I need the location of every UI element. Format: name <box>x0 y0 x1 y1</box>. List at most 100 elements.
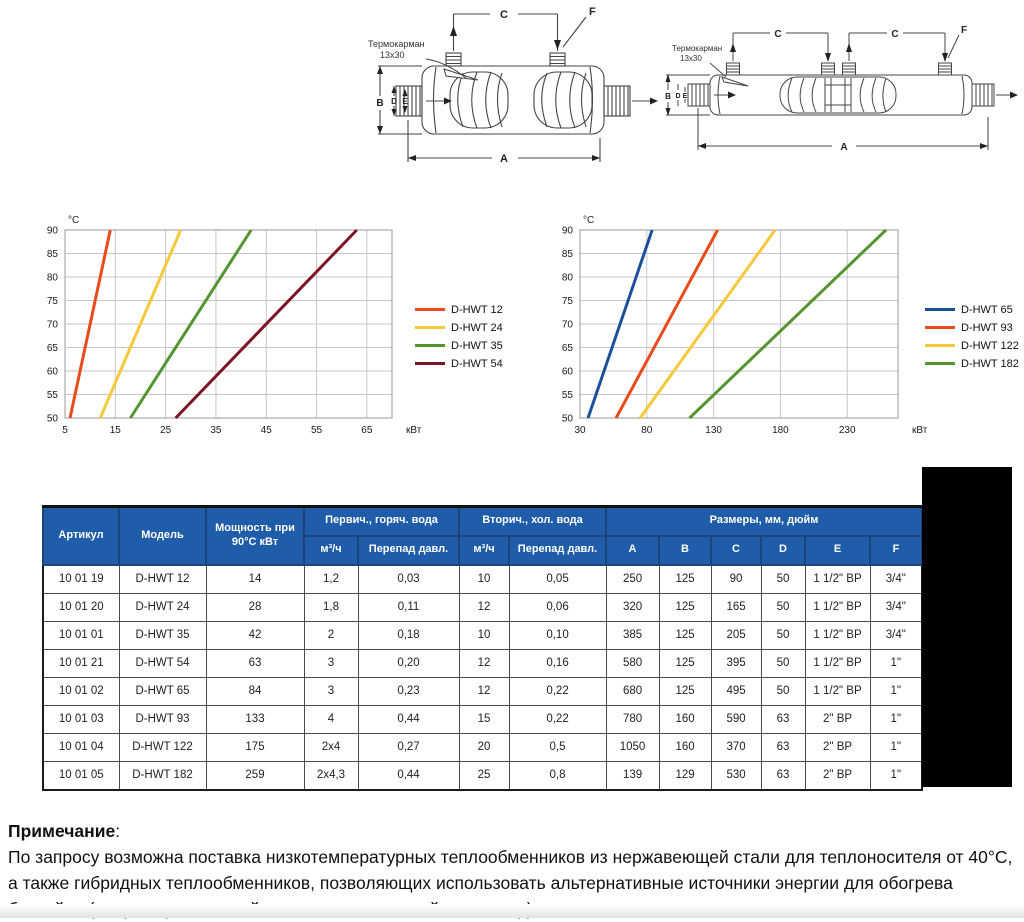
table-cell: 129 <box>658 760 712 790</box>
table-cell: 0,5 <box>508 732 607 762</box>
legend-color-line <box>415 344 445 347</box>
table-cell: D-HWT 35 <box>118 620 207 650</box>
svg-text:65: 65 <box>562 343 574 354</box>
svg-text:180: 180 <box>772 425 789 436</box>
dim-label-e: E <box>683 93 688 100</box>
legend-item: D-HWT 24 <box>415 321 503 334</box>
table-cell: 10 01 05 <box>42 760 120 790</box>
table-cell: 63 <box>760 704 806 734</box>
dim-label-f: F <box>589 6 596 18</box>
thermowell-pocket <box>721 76 749 87</box>
svg-text:80: 80 <box>562 273 574 284</box>
dim-label-b: B <box>665 92 671 101</box>
table-cell: 0,16 <box>508 648 607 678</box>
svg-text:65: 65 <box>361 425 373 436</box>
legend-label: D-HWT 182 <box>961 357 1019 370</box>
svg-text:°C: °C <box>583 215 594 226</box>
coil-right <box>533 71 593 129</box>
svg-text:кВт: кВт <box>406 425 422 436</box>
table-cell: 139 <box>605 760 660 790</box>
table-row: 10 01 21 D-HWT 54 63 3 0,20 12 0,16 580 125 395 50… <box>42 648 923 678</box>
header-group-primary: Первич., горяч. вода <box>302 505 461 537</box>
note-title: Примечание <box>8 821 116 841</box>
table-cell: 63 <box>205 648 305 678</box>
table-cell: 125 <box>658 676 712 706</box>
table-cell: 1" <box>869 676 923 706</box>
header-pressure-primary: Перепад давл. <box>356 534 461 566</box>
flow-arrow-up <box>730 43 736 52</box>
header-dim-d: D <box>760 534 807 566</box>
table-cell: 370 <box>710 732 762 762</box>
table-cell: 10 01 02 <box>42 676 120 706</box>
table-cell: 160 <box>658 704 712 734</box>
table-cell: 0,06 <box>508 592 607 622</box>
table-cell: 3/4" <box>869 592 923 622</box>
header-flow-primary: м³/ч <box>303 534 359 566</box>
table-cell: 1 1/2" ВР <box>804 648 871 678</box>
svg-text:230: 230 <box>839 425 856 436</box>
table-cell: 495 <box>710 676 762 706</box>
table-cell: 133 <box>205 704 305 734</box>
table-cell: 1,8 <box>303 592 359 622</box>
table-cell: 63 <box>760 732 806 762</box>
svg-text:130: 130 <box>705 425 722 436</box>
svg-text:75: 75 <box>47 296 59 307</box>
table-cell: 0,22 <box>508 676 607 706</box>
table-cell: 1" <box>869 732 923 762</box>
table-cell: 125 <box>658 620 712 650</box>
spec-table-wrap: Артикул Модель Мощность при 90°С кВт Пер… <box>42 505 924 791</box>
svg-text:85: 85 <box>562 249 574 260</box>
svg-text:50: 50 <box>562 414 574 425</box>
header-flow-secondary: м³/ч <box>458 534 511 566</box>
header-pressure-secondary: Перепад давл. <box>508 534 608 566</box>
header-artikul: Артикул <box>42 505 120 566</box>
table-cell: 165 <box>710 592 762 622</box>
table-cell: 12 <box>458 648 510 678</box>
dim-label-c: C <box>774 29 781 40</box>
table-cell: 0,8 <box>508 760 607 790</box>
table-row: 10 01 01 D-HWT 35 42 2 0,18 10 0,10 385 125 205 50… <box>42 620 923 650</box>
svg-text:90: 90 <box>562 226 574 237</box>
chart-large-models: 50 55 60 65 70 75 80 85 90 30 80 130 180 230 °C кВт <box>562 215 928 436</box>
legend-small-models: D-HWT 12 D-HWT 24 D-HWT 35 D-HWT 54 <box>415 303 503 375</box>
table-cell: 0,20 <box>357 648 460 678</box>
svg-text:кВт: кВт <box>912 425 928 436</box>
heat-exchanger-diagram-long: C C F B D E A Термокарман 13x30 <box>665 25 1018 153</box>
thermowell-label: Термокарман <box>672 44 722 53</box>
table-cell: 20 <box>458 732 510 762</box>
legend-label: D-HWT 122 <box>961 339 1019 352</box>
table-cell: 590 <box>710 704 762 734</box>
table-cell: 28 <box>205 592 305 622</box>
table-cell: 0,27 <box>357 732 460 762</box>
legend-item: D-HWT 35 <box>415 339 503 352</box>
header-dim-b: B <box>658 534 713 566</box>
header-group-dimensions: Размеры, мм, дюйм <box>605 505 924 537</box>
table-cell: 15 <box>458 704 510 734</box>
legend-color-line <box>415 362 445 365</box>
table-cell: D-HWT 65 <box>118 676 207 706</box>
legend-color-line <box>925 308 955 311</box>
table-cell: 3 <box>303 648 359 678</box>
dim-label-a: A <box>500 153 508 165</box>
legend-label: D-HWT 24 <box>451 321 503 334</box>
table-cell: 3 <box>303 676 359 706</box>
svg-text:45: 45 <box>261 425 273 436</box>
table-cell: 250 <box>605 564 660 594</box>
table-cell: 50 <box>760 620 806 650</box>
legend-item: D-HWT 65 <box>925 303 1019 316</box>
table-row: 10 01 20 D-HWT 24 28 1,8 0,11 12 0,06 320 125 165… <box>42 592 923 622</box>
table-cell: D-HWT 93 <box>118 704 207 734</box>
dim-label-a: A <box>840 142 847 153</box>
flow-arrow-down <box>942 53 948 62</box>
legend-item: D-HWT 12 <box>415 303 503 316</box>
dim-label-f: F <box>961 25 967 36</box>
legend-color-line <box>415 308 445 311</box>
table-cell: 125 <box>658 592 712 622</box>
note-title-colon: : <box>115 821 121 841</box>
table-cell: 12 <box>458 676 510 706</box>
table-cell: 50 <box>760 564 806 594</box>
dim-label-e: E <box>402 97 408 106</box>
table-cell: 0,05 <box>508 564 607 594</box>
dim-label-c: C <box>500 9 508 21</box>
dim-label-d: D <box>391 97 397 106</box>
